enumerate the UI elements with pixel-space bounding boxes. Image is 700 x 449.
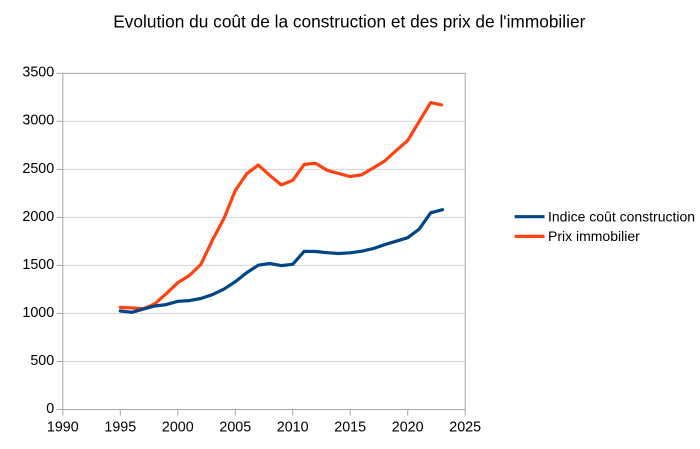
svg-text:2020: 2020 xyxy=(392,420,424,436)
svg-text:2010: 2010 xyxy=(277,420,309,436)
svg-text:1990: 1990 xyxy=(47,420,79,436)
svg-text:2500: 2500 xyxy=(22,161,54,177)
svg-text:Evolution du coût de la constr: Evolution du coût de la construction et … xyxy=(113,11,585,31)
svg-text:3000: 3000 xyxy=(22,113,54,129)
svg-text:Indice coût construction: Indice coût construction xyxy=(548,208,695,224)
svg-text:2000: 2000 xyxy=(162,420,194,436)
svg-text:2005: 2005 xyxy=(219,420,251,436)
svg-text:1500: 1500 xyxy=(22,257,54,273)
svg-text:3500: 3500 xyxy=(22,65,54,81)
svg-text:2015: 2015 xyxy=(334,420,366,436)
svg-text:Prix immobilier: Prix immobilier xyxy=(548,228,640,244)
svg-text:2000: 2000 xyxy=(22,209,54,225)
svg-text:1000: 1000 xyxy=(22,305,54,321)
svg-text:1995: 1995 xyxy=(104,420,136,436)
svg-text:0: 0 xyxy=(46,401,54,417)
svg-text:500: 500 xyxy=(30,353,54,369)
svg-text:2025: 2025 xyxy=(449,420,481,436)
